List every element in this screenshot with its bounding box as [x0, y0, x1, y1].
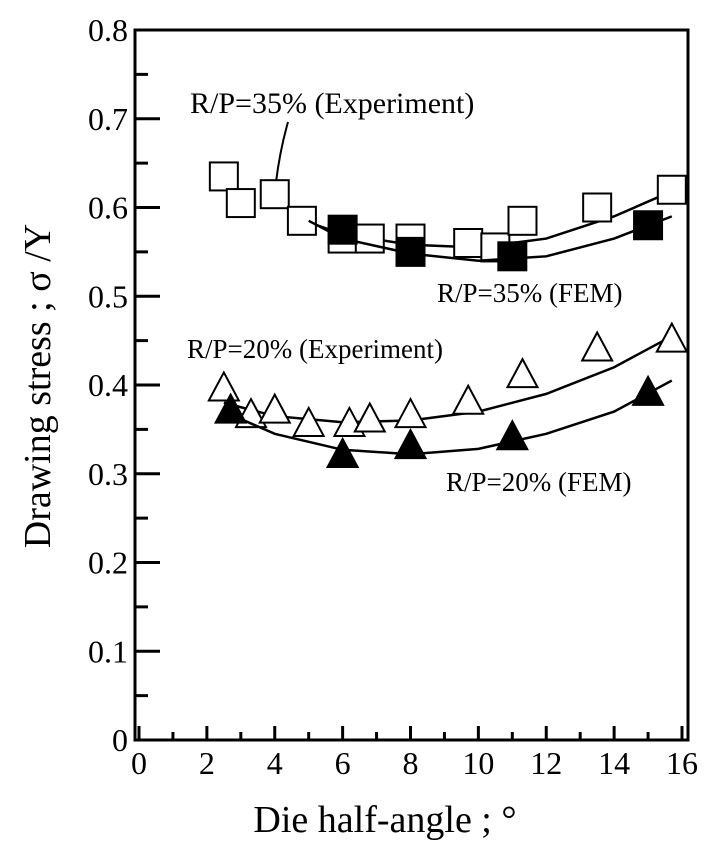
x-tick-label: 6 [335, 745, 351, 781]
square-marker [327, 214, 358, 245]
y-tick-label: 0.3 [88, 456, 128, 492]
x-axis-title: Die half-angle ; ° [253, 799, 516, 841]
triangle-marker [258, 392, 292, 424]
x-tick-label: 0 [131, 745, 147, 781]
square-marker [286, 205, 317, 236]
square-marker [497, 241, 528, 272]
y-axis-title: Drawing stress ; σ /Y [17, 224, 59, 548]
square-marker [507, 205, 538, 236]
fit-curve [223, 379, 673, 456]
x-tick-label: 14 [598, 745, 630, 781]
triangle-marker [213, 392, 248, 424]
y-tick-label: 0.1 [88, 633, 128, 669]
triangle-marker [451, 383, 485, 415]
series-label: R/P=20% (FEM) [446, 467, 632, 497]
triangle-marker [580, 330, 614, 362]
triangle-marker [325, 436, 360, 468]
series-label: R/P=35% (Experiment) [190, 87, 474, 120]
square-marker [208, 161, 239, 192]
y-tick-label: 0.6 [88, 190, 128, 226]
square-marker [633, 210, 664, 241]
x-tick-label: 4 [267, 745, 283, 781]
x-tick-label: 8 [403, 745, 419, 781]
x-tick-label: 16 [666, 745, 698, 781]
square-marker [582, 192, 613, 223]
triangle-marker [495, 419, 529, 451]
y-tick-label: 0.4 [88, 367, 128, 403]
x-tick-label: 10 [462, 745, 494, 781]
triangle-marker [393, 396, 428, 429]
triangle-marker [292, 405, 326, 437]
square-marker [453, 228, 484, 258]
leader-line [275, 121, 289, 183]
triangle-marker [655, 321, 689, 353]
y-tick-label: 0 [112, 722, 128, 758]
y-tick-label: 0.2 [88, 545, 128, 581]
y-tick-label: 0.7 [88, 101, 128, 137]
series-label: R/P=35% (FEM) [437, 278, 623, 308]
square-marker [259, 179, 290, 210]
triangle-marker [207, 370, 241, 402]
triangle-marker [353, 401, 387, 433]
triangle-marker [393, 428, 428, 460]
x-tick-label: 2 [199, 745, 215, 781]
series-label: R/P=20% (Experiment) [187, 334, 443, 364]
square-marker [395, 236, 426, 267]
square-marker [225, 188, 256, 219]
triangle-marker [631, 374, 665, 406]
y-tick-label: 0.5 [88, 278, 128, 314]
y-tick-label: 0.8 [88, 12, 128, 48]
triangle-marker [505, 357, 540, 389]
square-marker [656, 174, 687, 205]
x-tick-label: 12 [530, 745, 562, 781]
square-marker [354, 223, 385, 254]
